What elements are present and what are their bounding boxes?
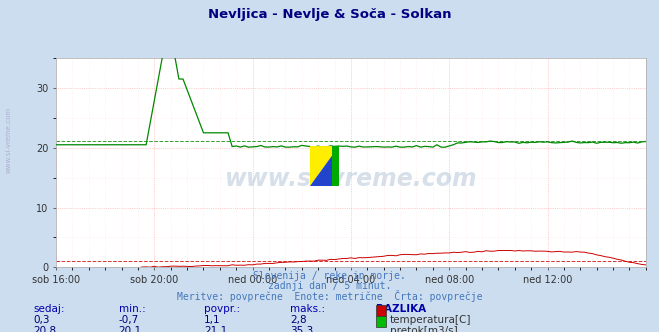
FancyBboxPatch shape <box>332 146 339 186</box>
Text: 35,3: 35,3 <box>290 326 313 332</box>
Text: Nevljica - Nevlje & Soča - Solkan: Nevljica - Nevlje & Soča - Solkan <box>208 8 451 21</box>
Text: 0,3: 0,3 <box>33 315 49 325</box>
Text: pretok[m3/s]: pretok[m3/s] <box>390 326 458 332</box>
Text: min.:: min.: <box>119 304 146 314</box>
Text: Slovenija / reke in morje.: Slovenija / reke in morje. <box>253 271 406 281</box>
Text: -0,7: -0,7 <box>119 315 139 325</box>
Text: povpr.:: povpr.: <box>204 304 241 314</box>
Text: temperatura[C]: temperatura[C] <box>390 315 472 325</box>
Text: Meritve: povprečne  Enote: metrične  Črta: povprečje: Meritve: povprečne Enote: metrične Črta:… <box>177 290 482 302</box>
Text: RAZLIKA: RAZLIKA <box>376 304 426 314</box>
Polygon shape <box>310 146 339 186</box>
Text: sedaj:: sedaj: <box>33 304 65 314</box>
Polygon shape <box>310 146 339 186</box>
Text: 21,1: 21,1 <box>204 326 227 332</box>
Text: maks.:: maks.: <box>290 304 325 314</box>
Text: www.si-vreme.com: www.si-vreme.com <box>5 106 11 173</box>
Text: 20,8: 20,8 <box>33 326 56 332</box>
Text: www.si-vreme.com: www.si-vreme.com <box>225 167 477 192</box>
Text: 20,1: 20,1 <box>119 326 142 332</box>
Text: zadnji dan / 5 minut.: zadnji dan / 5 minut. <box>268 281 391 290</box>
Text: 2,8: 2,8 <box>290 315 306 325</box>
Text: 1,1: 1,1 <box>204 315 221 325</box>
